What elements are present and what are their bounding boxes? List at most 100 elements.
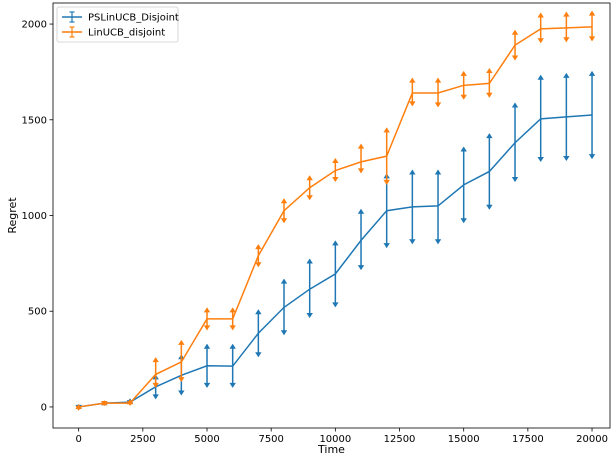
y-tick-label: 0 [41, 402, 47, 413]
error-cap-lower [537, 38, 544, 44]
error-cap-upper [563, 11, 570, 17]
error-cap-upper [152, 357, 159, 363]
x-tick-label: 2500 [130, 434, 155, 445]
plot-area [75, 10, 596, 411]
error-cap-lower [486, 204, 493, 210]
x-tick-label: 10000 [319, 434, 351, 445]
legend-entry-linucb: LinUCB_disjoint [62, 26, 165, 39]
legend-label-pslinucb: PSLinUCB_Disjoint [88, 13, 179, 24]
error-cap-upper [357, 143, 365, 149]
error-cap-lower [511, 55, 519, 61]
legend-box [56, 6, 179, 43]
error-cap-upper [229, 307, 236, 313]
y-tick-label: 500 [28, 307, 47, 318]
error-cap-lower [563, 155, 570, 161]
error-cap-upper [178, 339, 185, 345]
error-cap-upper [434, 77, 442, 83]
error-cap-upper [511, 102, 519, 108]
x-tick-label: 5000 [194, 434, 219, 445]
series-pslinucb [75, 70, 596, 410]
error-cap-lower [409, 239, 416, 245]
error-cap-upper [306, 175, 313, 181]
legend-marker-pslinucb [62, 11, 82, 23]
error-cap-lower [178, 377, 185, 383]
error-cap-upper [332, 158, 339, 164]
y-axis-label: Regret [6, 197, 19, 234]
error-cap-lower [511, 177, 519, 183]
error-cap-upper [563, 72, 570, 78]
error-cap-lower [588, 36, 596, 42]
axes-frame [52, 2, 611, 429]
x-axis-label: Time [317, 443, 345, 456]
error-cap-upper [280, 198, 288, 204]
x-tick-label: 12500 [384, 434, 416, 445]
error-cap-lower [588, 154, 596, 160]
error-cap-lower [409, 101, 416, 107]
error-cap-lower [152, 394, 159, 400]
y-tick-label: 2000 [22, 20, 47, 31]
x-tick-label: 7500 [258, 434, 283, 445]
error-cap-upper [229, 343, 236, 349]
legend-entry-pslinucb: PSLinUCB_Disjoint [62, 11, 179, 24]
error-cap-upper [409, 169, 416, 175]
error-cap-lower [203, 325, 211, 331]
y-axis-ticks: 0 500 1000 1500 2000 [22, 20, 53, 413]
error-cap-lower [357, 265, 365, 271]
error-cap-lower [280, 330, 288, 336]
error-cap-upper [537, 12, 544, 18]
error-cap-lower [229, 382, 236, 388]
error-cap-lower [434, 102, 442, 108]
error-cap-lower [178, 390, 185, 396]
error-cap-lower [383, 179, 390, 185]
legend-marker-linucb [62, 26, 82, 38]
error-cap-upper [434, 169, 442, 175]
error-cap-upper [486, 68, 493, 74]
error-cap-upper [255, 309, 262, 315]
y-tick-label: 1000 [22, 211, 47, 222]
error-cap-upper [588, 70, 596, 76]
error-cap-lower [460, 218, 467, 224]
error-cap-lower [563, 37, 570, 43]
error-cap-upper [203, 343, 211, 349]
error-cap-upper [460, 70, 467, 76]
error-cap-upper [357, 208, 365, 214]
series-line [78, 26, 593, 408]
error-cap-lower [229, 325, 236, 331]
error-cap-lower [486, 92, 493, 98]
error-cap-upper [486, 133, 493, 139]
x-tick-label: 15000 [448, 434, 480, 445]
error-cap-lower [460, 94, 467, 100]
error-cap-upper [511, 29, 519, 35]
error-cap-upper [280, 278, 288, 284]
x-axis-ticks: 0 2500 5000 7500 10000 12500 15000 17500 20000 [75, 428, 608, 445]
error-cap-lower [126, 401, 134, 407]
error-cap-upper [203, 307, 211, 313]
y-tick-label: 1500 [22, 115, 47, 126]
error-cap-lower [332, 177, 339, 183]
error-cap-lower [306, 195, 313, 201]
error-cap-lower [255, 352, 262, 358]
error-cap-upper [537, 74, 544, 80]
x-tick-label: 20000 [576, 434, 608, 445]
error-cap-upper [332, 240, 339, 246]
x-tick-label: 17500 [512, 434, 544, 445]
error-cap-lower [306, 312, 313, 318]
error-cap-upper [460, 146, 467, 152]
error-cap-lower [383, 243, 390, 249]
x-tick-label: 0 [75, 434, 81, 445]
error-cap-lower [203, 382, 211, 388]
error-cap-upper [306, 258, 313, 264]
error-cap-lower [101, 401, 108, 407]
legend-label-linucb: LinUCB_disjoint [88, 28, 165, 39]
error-cap-upper [588, 10, 596, 16]
error-cap-lower [434, 239, 442, 245]
error-cap-upper [409, 77, 416, 83]
error-cap-lower [332, 302, 339, 308]
error-cap-upper [255, 244, 262, 250]
series-linucb [75, 10, 596, 411]
error-cap-lower [537, 156, 544, 162]
error-cap-lower [75, 405, 82, 411]
error-cap-upper [383, 127, 390, 133]
error-cap-lower [357, 168, 365, 174]
